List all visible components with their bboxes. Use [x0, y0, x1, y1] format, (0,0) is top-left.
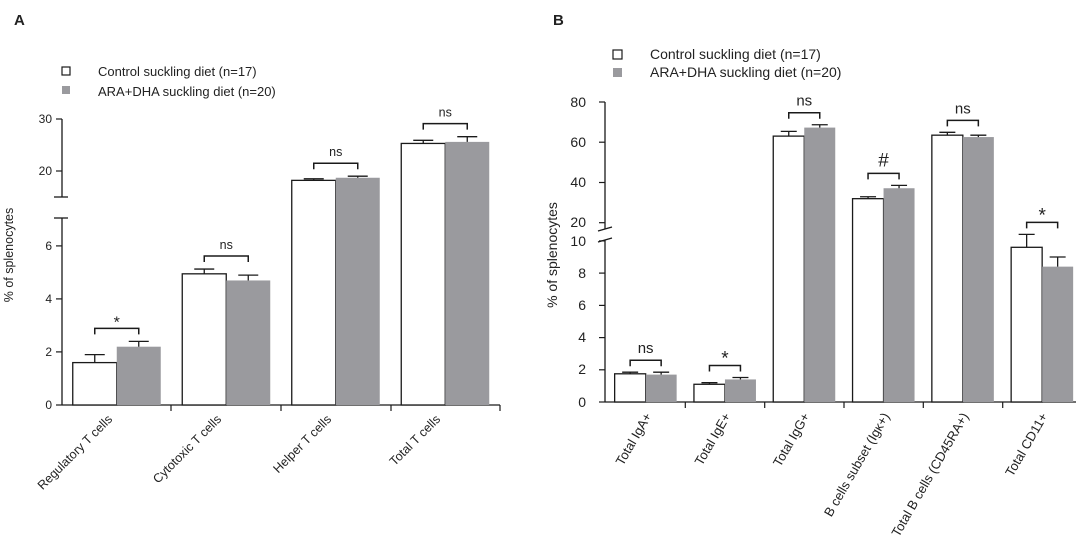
panel-b-ytick-label: 4: [578, 329, 586, 345]
panel-a-category-label: Helper T cells: [271, 412, 335, 476]
panel-b-legend-control-swatch: [612, 49, 623, 60]
panel-b-bar-control: [931, 134, 964, 403]
panel-b-significance-bracket: [708, 364, 742, 372]
panel-b-category-label: Total IgA+: [613, 410, 655, 468]
panel-b-significance-bracket: [1025, 221, 1059, 229]
panel-a: A % of splenocytes Control suckling diet…: [2, 12, 501, 493]
panel-b-ylabel: % of splenocytes: [544, 202, 560, 308]
panel-b-category-labels: Total IgA+ Total IgE+ Total IgG+ B cells…: [613, 410, 1051, 539]
panel-a-bar-treat: [445, 141, 490, 405]
panel-b-ytick-label: 10: [570, 233, 586, 249]
panel-a-ytick-label: 4: [45, 292, 52, 306]
panel-a-bar-treat: [335, 177, 380, 405]
panel-b-significance-bracket: [867, 172, 900, 180]
panel-b-plot: ns * ns # ns *: [614, 93, 1074, 403]
panel-a-bar-control: [181, 273, 227, 406]
panel-a-label: A: [14, 12, 25, 29]
panel-b-bar-control: [1010, 246, 1043, 403]
panel-b-bar-control: [614, 373, 647, 403]
panel-b-ytick-label: 60: [570, 134, 586, 150]
panel-b: B % of splenocytes Control suckling diet…: [544, 12, 1076, 539]
panel-b-category-label: B cells subset (Igκ+): [821, 410, 893, 519]
panel-b-bar-control: [851, 198, 885, 403]
panel-a-ytick-label: 6: [45, 239, 52, 253]
panel-b-significance-label: ns: [638, 340, 654, 357]
panel-b-legend-treat-swatch: [613, 68, 622, 77]
panel-a-legend-control-label: Control suckling diet (n=17): [98, 64, 257, 79]
panel-b-significance-label: *: [1038, 205, 1046, 226]
panel-a-ytick-label: 0: [45, 398, 52, 412]
panel-b-significance-bracket: [946, 119, 980, 127]
panel-a-significance-label: ns: [220, 238, 233, 252]
panel-a-significance-bracket: [422, 122, 468, 130]
panel-b-ytick-label: 40: [570, 174, 586, 190]
panel-b-significance-label: ns: [796, 93, 812, 110]
panel-b-significance-label: ns: [955, 100, 971, 117]
panel-b-bar-treat: [724, 379, 756, 402]
panel-a-significance-bracket: [94, 327, 140, 335]
panel-b-axis-break-top: [597, 226, 613, 232]
panel-a-plot: * ns ns ns: [72, 106, 490, 406]
panel-a-legend-treat-swatch: [62, 86, 70, 94]
panel-a-significance-label: *: [114, 314, 120, 331]
panel-a-significance-bracket: [203, 255, 249, 263]
panel-a-category-label: Total T cells: [387, 412, 443, 468]
panel-a-legend-control-swatch: [61, 66, 71, 76]
panel-b-bar-treat: [645, 374, 677, 402]
panel-a-bar-control: [291, 179, 337, 406]
panel-a-category-label: Regulatory T cells: [35, 412, 115, 492]
panel-b-bar-control: [772, 135, 805, 403]
panel-b-category-label: Total B cells (CD45RA+): [888, 410, 971, 539]
panel-a-significance-label: ns: [329, 145, 342, 159]
panel-b-bar-treat: [962, 137, 994, 402]
panel-b-significance-label: *: [721, 349, 729, 370]
panel-a-category-label: Cytotoxic T cells: [150, 412, 224, 486]
panel-b-bar-treat: [883, 188, 915, 402]
panel-a-bar-control: [400, 142, 446, 406]
panel-b-category-label: Total IgE+: [692, 410, 734, 468]
panel-b-ytick-label: 80: [570, 94, 586, 110]
panel-a-bar-treat: [226, 280, 271, 405]
panel-b-category-label: Total CD11+: [1002, 410, 1050, 479]
panel-b-axis: 80 60 40 20 10 8 6 4 2 0: [570, 94, 1076, 410]
panel-b-ytick-label: 8: [578, 265, 586, 281]
panel-b-ytick-label: 6: [578, 297, 586, 313]
panel-a-bar-control: [72, 361, 118, 406]
panel-a-significance-label: ns: [439, 106, 452, 120]
panel-b-ytick-label: 2: [578, 361, 586, 377]
panel-b-ytick-label: 20: [570, 214, 586, 230]
panel-b-label: B: [553, 12, 564, 29]
panel-b-legend-treat-label: ARA+DHA suckling diet (n=20): [650, 64, 841, 80]
panel-b-legend: Control suckling diet (n=17) ARA+DHA suc…: [612, 46, 841, 80]
panel-b-bar-control: [693, 383, 726, 403]
panel-a-ylabel: % of splenocytes: [2, 208, 16, 303]
panel-a-ytick-label: 30: [39, 112, 53, 126]
panel-a-category-labels: Regulatory T cells Cytotoxic T cells Hel…: [35, 412, 443, 492]
panel-b-ytick-label: 0: [578, 394, 586, 410]
panel-a-ytick-label: 2: [45, 345, 52, 359]
panel-b-category-label: Total IgG+: [770, 410, 813, 469]
panel-a-significance-bracket: [313, 162, 359, 170]
panel-a-ytick-label: 20: [39, 164, 53, 178]
panel-b-significance-bracket: [629, 359, 662, 367]
panel-a-legend: Control suckling diet (n=17) ARA+DHA suc…: [61, 64, 276, 99]
panel-b-significance-bracket: [788, 111, 821, 119]
panel-b-bar-treat: [1042, 266, 1074, 402]
panel-b-bar-treat: [804, 127, 836, 403]
panel-a-legend-treat-label: ARA+DHA suckling diet (n=20): [98, 84, 276, 99]
panel-b-legend-control-label: Control suckling diet (n=17): [650, 46, 821, 62]
panel-a-bar-treat: [116, 346, 161, 405]
panel-b-significance-label: #: [878, 150, 889, 171]
